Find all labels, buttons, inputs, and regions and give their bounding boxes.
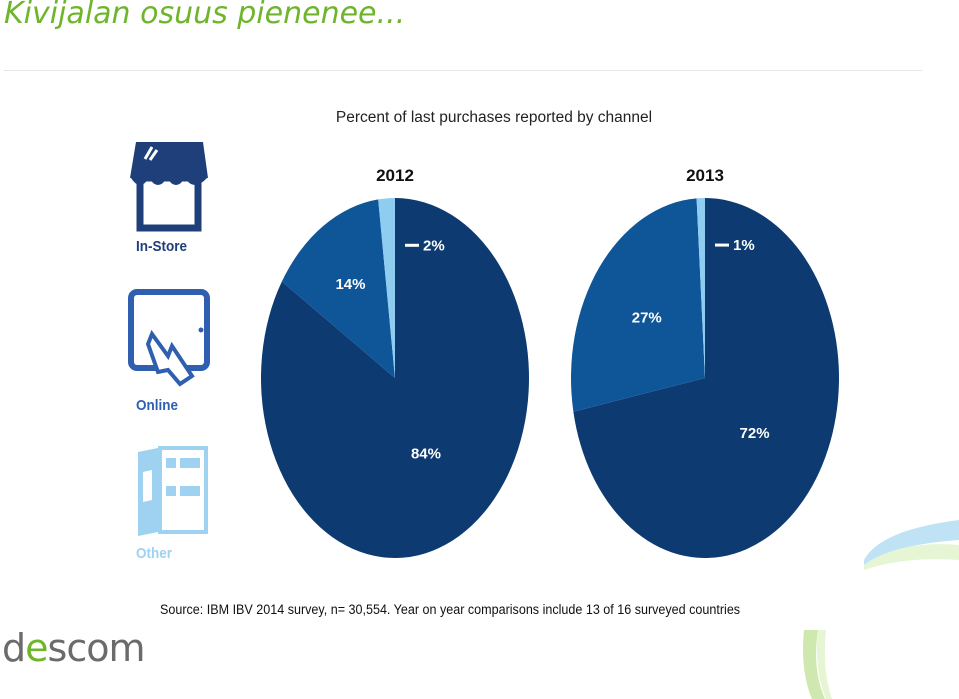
slide-title: Kivijalan osuus pienenee... [4, 0, 406, 31]
pie-2012-label-in-store: 84% [411, 446, 441, 463]
pie-2012-label-online: 14% [335, 276, 365, 293]
chart-title: Percent of last purchases reported by ch… [336, 109, 652, 126]
pie-2013-label-other: 1% [733, 237, 755, 254]
pie-2012-label-other: 2% [423, 237, 445, 254]
source-note: Source: IBM IBV 2014 survey, n= 30,554. … [160, 602, 741, 617]
pie-2013-slice-other [696, 198, 705, 378]
tablet-touch-icon [128, 289, 210, 387]
pie-2013-label-in-store: 72% [740, 425, 770, 442]
pie-2012-slice-online [281, 199, 395, 378]
pie-2013-label-online: 27% [632, 309, 662, 326]
pie-2012-year-label: 2012 [376, 166, 414, 185]
legend-label-other: Other [136, 545, 173, 562]
pie-2013-slice-in-store [573, 198, 839, 558]
pie-2012-slice-other [378, 198, 395, 378]
title-divider [4, 70, 922, 71]
pie-2013-year-label: 2013 [686, 166, 724, 185]
legend-label-in-store: In-Store [136, 238, 188, 255]
legend-label-online: Online [136, 397, 179, 414]
catalog-icon [138, 446, 208, 536]
decorative-swoosh [803, 520, 959, 699]
store-icon [130, 142, 208, 232]
pie-2013-slice-online [571, 198, 705, 412]
descom-logo: descom [2, 626, 145, 670]
